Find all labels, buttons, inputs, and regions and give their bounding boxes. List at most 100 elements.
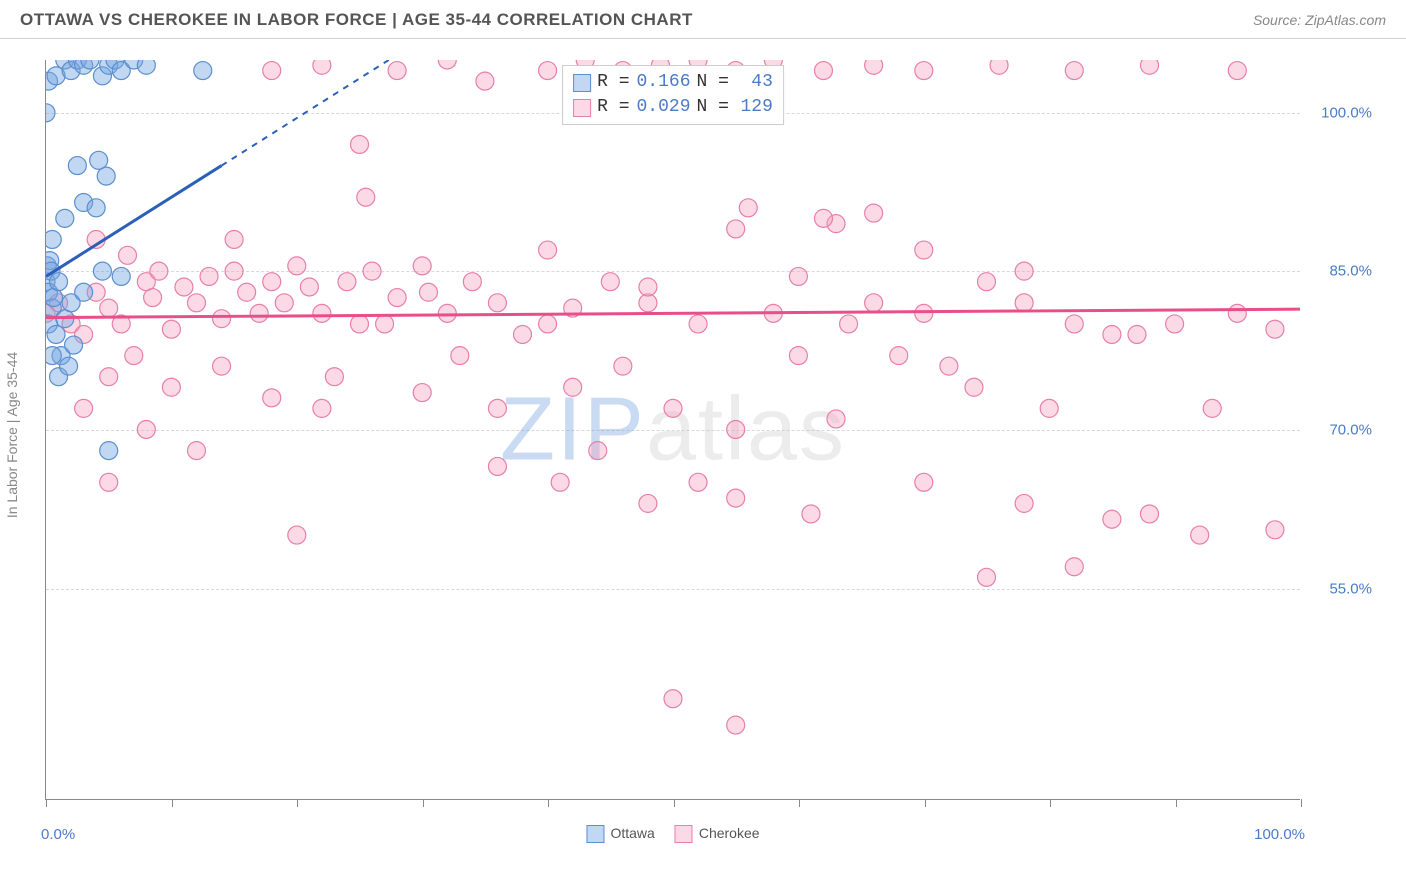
cherokee-point (357, 188, 375, 206)
x-tick (1176, 799, 1177, 807)
stats-n-value: 129 (735, 95, 773, 120)
cherokee-point (1015, 262, 1033, 280)
cherokee-point (865, 204, 883, 222)
cherokee-point (351, 315, 369, 333)
cherokee-point (150, 262, 168, 280)
ottawa-point (137, 60, 155, 74)
stats-row-cherokee: R =0.029N =129 (573, 95, 773, 120)
ottawa-point (194, 62, 212, 80)
cherokee-point (664, 690, 682, 708)
stats-box: R =0.166N =43R =0.029N =129 (562, 65, 784, 125)
plot-svg (46, 60, 1300, 799)
ottawa-point (97, 167, 115, 185)
cherokee-point (263, 389, 281, 407)
cherokee-point (739, 199, 757, 217)
cherokee-point (250, 304, 268, 322)
cherokee-point (814, 209, 832, 227)
ottawa-point (56, 209, 74, 227)
ottawa-point (68, 157, 86, 175)
cherokee-point (419, 283, 437, 301)
cherokee-point (1103, 325, 1121, 343)
cherokee-point (488, 457, 506, 475)
cherokee-point (1266, 320, 1284, 338)
cherokee-point (438, 60, 456, 69)
x-tick (423, 799, 424, 807)
cherokee-point (488, 399, 506, 417)
cherokee-point (225, 262, 243, 280)
cherokee-point (162, 378, 180, 396)
cherokee-point (376, 315, 394, 333)
cherokee-point (865, 294, 883, 312)
cherokee-point (325, 368, 343, 386)
cherokee-point (978, 273, 996, 291)
x-tick (799, 799, 800, 807)
cherokee-point (727, 421, 745, 439)
stats-r-value: 0.029 (636, 95, 691, 120)
cherokee-point (978, 568, 996, 586)
cherokee-point (689, 315, 707, 333)
cherokee-point (100, 368, 118, 386)
ottawa-point (50, 273, 68, 291)
cherokee-point (564, 378, 582, 396)
ottawa-point (87, 199, 105, 217)
cherokee-point (238, 283, 256, 301)
cherokee-point (288, 257, 306, 275)
legend-swatch-icon (675, 825, 693, 843)
cherokee-point (664, 399, 682, 417)
y-axis-label: In Labor Force | Age 35-44 (4, 352, 20, 518)
cherokee-point (639, 494, 657, 512)
cherokee-point (1141, 505, 1159, 523)
cherokee-point (388, 62, 406, 80)
cherokee-point (789, 347, 807, 365)
ottawa-point (93, 262, 111, 280)
cherokee-point (965, 378, 983, 396)
stats-n-value: 43 (735, 70, 773, 95)
cherokee-point (313, 60, 331, 74)
cherokee-point (313, 304, 331, 322)
cherokee-point (413, 257, 431, 275)
cherokee-point (187, 294, 205, 312)
ottawa-point (46, 289, 63, 307)
cherokee-point (840, 315, 858, 333)
ottawa-point (90, 151, 108, 169)
cherokee-point (1191, 526, 1209, 544)
cherokee-point (1141, 60, 1159, 74)
cherokee-point (300, 278, 318, 296)
cherokee-point (514, 325, 532, 343)
cherokee-point (539, 62, 557, 80)
x-tick (172, 799, 173, 807)
cherokee-point (275, 294, 293, 312)
legend-item-cherokee: Cherokee (675, 825, 760, 843)
cherokee-point (413, 384, 431, 402)
cherokee-point (1228, 304, 1246, 322)
cherokee-point (727, 716, 745, 734)
stats-r-label: R = (597, 70, 629, 95)
cherokee-point (225, 230, 243, 248)
ottawa-point (75, 283, 93, 301)
cherokee-point (1203, 399, 1221, 417)
ottawa-point (65, 336, 83, 354)
legend-label: Cherokee (699, 825, 760, 841)
cherokee-point (1015, 494, 1033, 512)
cherokee-point (890, 347, 908, 365)
x-tick (1050, 799, 1051, 807)
cherokee-point (915, 473, 933, 491)
cherokee-point (100, 299, 118, 317)
x-tick (925, 799, 926, 807)
cherokee-point (689, 473, 707, 491)
y-tick-label: 70.0% (1307, 422, 1372, 439)
cherokee-point (990, 60, 1008, 74)
cherokee-point (363, 262, 381, 280)
cherokee-point (313, 399, 331, 417)
cherokee-point (915, 304, 933, 322)
stats-swatch-icon (573, 99, 591, 117)
legend: OttawaCherokee (586, 825, 759, 843)
cherokee-point (100, 473, 118, 491)
cherokee-point (601, 273, 619, 291)
x-tick (674, 799, 675, 807)
cherokee-point (1103, 510, 1121, 528)
x-tick (548, 799, 549, 807)
plot-area: ZIPatlas 55.0%70.0%85.0%100.0% R =0.166N… (45, 60, 1300, 800)
x-tick (297, 799, 298, 807)
cherokee-point (463, 273, 481, 291)
